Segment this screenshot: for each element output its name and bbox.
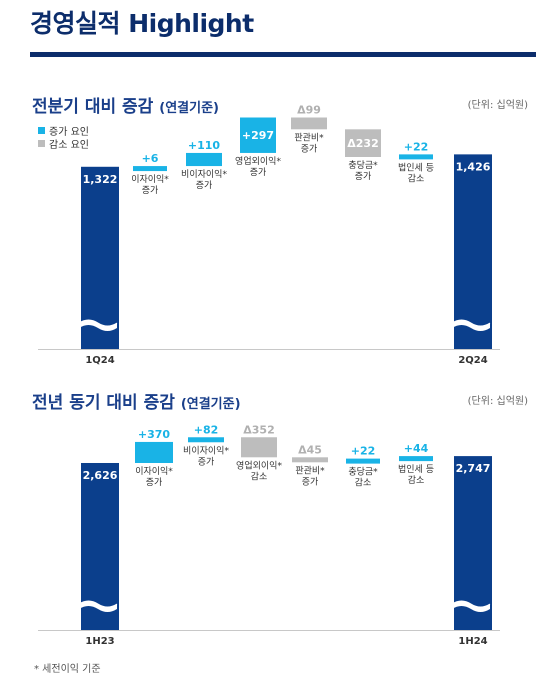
legend-increase-label: 증가 요인 <box>49 127 89 138</box>
step-category-label-4-line-0: 판관비* <box>295 465 325 476</box>
step-category-label-2-line-0: 비이자이익* <box>183 444 229 456</box>
step-bar-5 <box>346 458 380 464</box>
step-category-label-3-line-1: 증가 <box>250 167 267 178</box>
step-bar-4 <box>292 457 328 463</box>
end-value-label: 2,747 <box>456 462 491 475</box>
step-value-label-5: +22 <box>351 445 376 458</box>
end-value-label: 1,426 <box>456 160 491 173</box>
step-category-label-5-line-0: 충당금* <box>348 467 378 478</box>
start-break-edge <box>78 319 118 327</box>
step-bar-4 <box>291 117 327 130</box>
step-value-label-3: Δ352 <box>243 423 274 436</box>
step-value-label-6: +22 <box>404 140 429 153</box>
unit-label-qoq: (단위: 십억원) <box>467 100 528 111</box>
step-category-label-6-line-1: 감소 <box>408 172 425 184</box>
step-bar-3 <box>241 437 277 458</box>
legend-decrease-label: 감소 요인 <box>49 140 89 151</box>
end-category-label: 2Q24 <box>458 355 487 366</box>
step-category-label-1-line-1: 증가 <box>142 185 159 196</box>
step-category-label-1-line-1: 증가 <box>146 477 163 488</box>
legend-increase-swatch <box>38 127 45 134</box>
step-value-label-4: Δ45 <box>298 443 322 456</box>
start-category-label: 1H23 <box>85 636 114 647</box>
step-category-label-1-line-0: 이자이익* <box>131 173 169 185</box>
section-title-yoy-main: 전년 동기 대비 증감 <box>32 393 175 413</box>
section-title-yoy: 전년 동기 대비 증감 (연결기준) <box>32 388 241 413</box>
step-category-label-6-line-0: 법인세 등 <box>398 162 434 173</box>
step-value-label-6: +44 <box>404 442 429 455</box>
section-title-qoq: 전분기 대비 증감 (연결기준) <box>32 92 219 117</box>
step-value-label-1: +6 <box>142 152 159 165</box>
step-value-label-5: Δ232 <box>347 137 378 150</box>
step-category-label-3-line-0: 영업외이익* <box>236 459 282 471</box>
step-bar-3 <box>240 117 276 153</box>
step-value-label-2: +82 <box>194 423 219 436</box>
start-bar <box>81 166 119 349</box>
step-bar-2 <box>186 152 222 167</box>
start-break-edge <box>78 600 118 608</box>
legend: 증가 요인 감소 요인 <box>38 124 89 151</box>
step-category-label-5-line-1: 증가 <box>355 171 372 182</box>
end-break-edge <box>451 319 491 327</box>
end-bar <box>454 154 492 349</box>
step-bar-5 <box>345 129 381 157</box>
step-value-label-2: +110 <box>188 139 221 152</box>
step-category-label-2-line-0: 비이자이익* <box>181 168 227 180</box>
step-category-label-3-line-0: 영업외이익* <box>235 155 281 167</box>
step-category-label-3-line-1: 감소 <box>251 470 268 482</box>
section-title-yoy-sub: (연결기준) <box>180 397 241 412</box>
page-title: 경영실적 Highlight <box>30 9 254 38</box>
section-title-qoq-main: 전분기 대비 증감 <box>32 97 154 117</box>
step-value-label-1: +370 <box>138 428 171 441</box>
section-title-qoq-sub: (연결기준) <box>159 101 219 116</box>
step-category-label-4-line-1: 증가 <box>302 476 319 487</box>
step-category-label-5-line-0: 충당금* <box>348 160 378 171</box>
step-category-label-4-line-0: 판관비* <box>294 132 324 143</box>
end-break <box>452 601 490 612</box>
start-break <box>79 320 117 331</box>
start-value-label: 2,626 <box>83 469 118 482</box>
step-bar-2 <box>188 437 224 443</box>
end-break <box>452 320 490 331</box>
legend-decrease-swatch <box>38 140 45 147</box>
end-break-edge <box>451 600 491 608</box>
step-category-label-4-line-1: 증가 <box>301 143 318 154</box>
step-bar-1 <box>133 166 167 172</box>
step-category-label-6-line-0: 법인세 등 <box>398 464 434 475</box>
legend-item-decrease: 감소 요인 <box>38 137 89 151</box>
step-value-label-3: +297 <box>242 129 274 142</box>
start-value-label: 1,322 <box>83 173 118 186</box>
step-category-label-2-line-1: 증가 <box>198 456 215 467</box>
step-category-label-1-line-0: 이자이익* <box>135 465 173 477</box>
step-category-label-5-line-1: 감소 <box>355 477 372 489</box>
unit-label-yoy: (단위: 십억원) <box>467 396 528 407</box>
footnote: * 세전이익 기준 <box>34 664 101 675</box>
step-category-label-2-line-1: 증가 <box>196 180 213 191</box>
step-bar-1 <box>135 441 173 463</box>
step-value-label-4: Δ99 <box>297 104 321 117</box>
step-bar-6 <box>399 456 433 462</box>
legend-item-increase: 증가 요인 <box>38 124 89 138</box>
start-category-label: 1Q24 <box>85 355 114 366</box>
waterfall-chart-qoq: 1,3221Q241,4262Q24+6이자이익*증가+110비이자이익*증가+… <box>38 104 500 366</box>
start-break <box>79 601 117 612</box>
step-bar-6 <box>399 154 433 160</box>
title-divider <box>30 52 536 57</box>
step-category-label-6-line-1: 감소 <box>408 474 425 486</box>
end-category-label: 1H24 <box>458 636 487 647</box>
